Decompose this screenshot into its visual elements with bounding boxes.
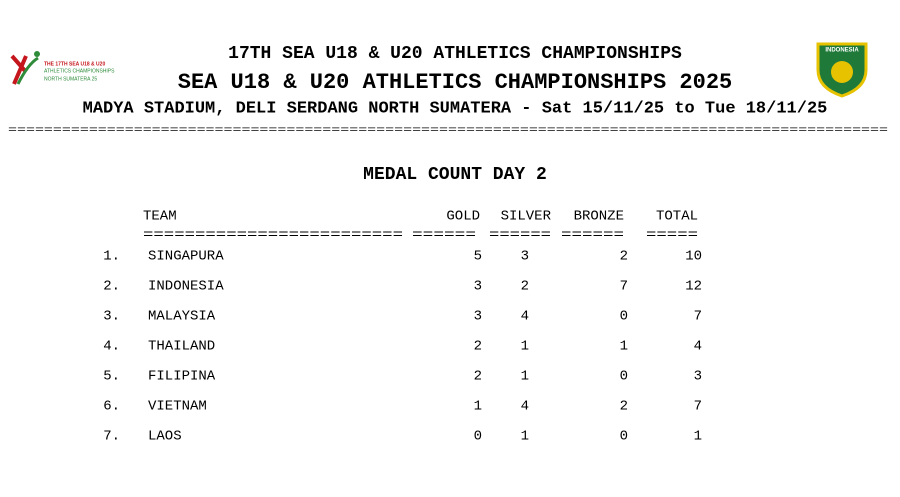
gold-count: 2 <box>474 339 482 355</box>
bronze-count: 2 <box>620 249 628 265</box>
right-logo: INDONESIA <box>816 42 868 98</box>
silver-count: 1 <box>521 339 529 355</box>
header-title: 17TH SEA U18 & U20 ATHLETICS CHAMPIONSHI… <box>228 44 682 64</box>
logo-text: THE 17TH SEA U18 & U20 <box>44 61 105 67</box>
total-count: 3 <box>694 369 702 385</box>
column-rule: ===== <box>646 228 698 244</box>
rank: 3. <box>103 309 120 325</box>
gold-count: 5 <box>474 249 482 265</box>
column-header: SILVER <box>501 209 552 225</box>
total-count: 4 <box>694 339 702 355</box>
column-rule: ====== <box>489 228 551 244</box>
team-name: INDONESIA <box>148 279 224 295</box>
gold-count: 2 <box>474 369 482 385</box>
total-count: 10 <box>685 249 702 265</box>
bronze-count: 0 <box>620 309 628 325</box>
column-rule: ====== <box>561 228 624 244</box>
gold-count: 1 <box>474 399 482 415</box>
rank: 6. <box>103 399 120 415</box>
logo-text: INDONESIA <box>825 48 859 54</box>
rank: 2. <box>103 279 120 295</box>
column-header: TEAM <box>143 209 177 225</box>
rank: 4. <box>103 339 120 355</box>
total-count: 7 <box>694 399 702 415</box>
total-count: 12 <box>685 279 702 295</box>
rank: 1. <box>103 249 120 265</box>
team-name: LAOS <box>148 429 182 445</box>
header-rule: ========================================… <box>8 125 888 137</box>
report-title: MEDAL COUNT DAY 2 <box>363 165 547 185</box>
column-rule: ====== <box>412 228 476 244</box>
gold-count: 3 <box>474 279 482 295</box>
team-name: MALAYSIA <box>148 309 216 325</box>
team-name: SINGAPURA <box>148 249 224 265</box>
column-header: GOLD <box>446 209 480 225</box>
team-name: VIETNAM <box>148 399 207 415</box>
bronze-count: 1 <box>620 339 628 355</box>
team-name: FILIPINA <box>148 369 216 385</box>
silver-count: 3 <box>521 249 529 265</box>
silver-count: 2 <box>521 279 529 295</box>
column-header: BRONZE <box>574 209 624 225</box>
silver-count: 4 <box>521 399 529 415</box>
silver-count: 1 <box>521 429 529 445</box>
bronze-count: 2 <box>620 399 628 415</box>
bronze-count: 0 <box>620 429 628 445</box>
logo-text: ATHLETICS CHAMPIONSHIPS <box>44 68 115 74</box>
team-name: THAILAND <box>148 339 215 355</box>
bronze-count: 0 <box>620 369 628 385</box>
rank: 5. <box>103 369 120 385</box>
column-header: TOTAL <box>656 209 698 225</box>
left-logo: THE 17TH SEA U18 & U20 ATHLETICS CHAMPIO… <box>10 51 115 85</box>
header-title: SEA U18 & U20 ATHLETICS CHAMPIONSHIPS 20… <box>178 70 733 95</box>
column-rule: ========================= <box>143 228 403 244</box>
bronze-count: 7 <box>620 279 628 295</box>
silver-count: 4 <box>521 309 529 325</box>
header-venue: MADYA STADIUM, DELI SERDANG NORTH SUMATE… <box>83 99 828 118</box>
rank: 7. <box>103 429 120 445</box>
total-count: 7 <box>694 309 702 325</box>
gold-count: 0 <box>474 429 482 445</box>
total-count: 1 <box>694 429 702 445</box>
logo-text: NORTH SUMATERA 25 <box>44 76 97 82</box>
gold-count: 3 <box>474 309 482 325</box>
silver-count: 1 <box>521 369 529 385</box>
